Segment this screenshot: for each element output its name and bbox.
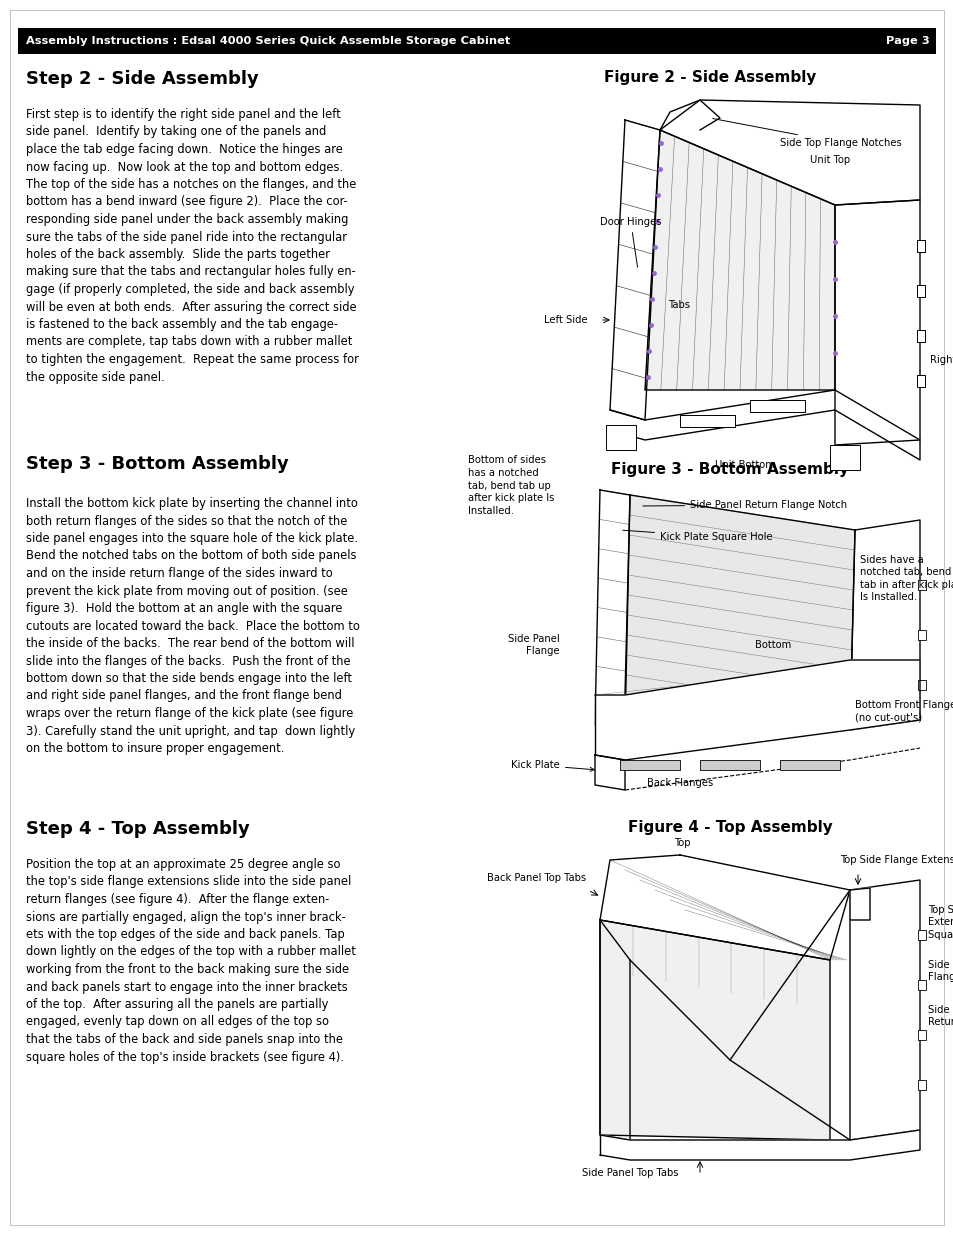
Bar	[917, 680, 925, 690]
Polygon shape	[599, 1130, 919, 1160]
Polygon shape	[599, 855, 849, 960]
Text: Side Panel Return Flange Notch: Side Panel Return Flange Notch	[642, 500, 846, 510]
Bar	[679, 415, 734, 427]
Polygon shape	[849, 881, 919, 1140]
Text: Bottom: Bottom	[754, 640, 790, 650]
Text: Bottom of sides
has a notched
tab, bend tab up
after kick plate Is
Installed.: Bottom of sides has a notched tab, bend …	[468, 454, 554, 516]
Text: Figure 3 - Bottom Assembly: Figure 3 - Bottom Assembly	[610, 462, 848, 477]
Bar	[780, 760, 840, 769]
Bar	[829, 445, 859, 471]
Bar	[917, 1079, 925, 1091]
Polygon shape	[595, 755, 624, 790]
Polygon shape	[834, 200, 919, 445]
Text: Top: Top	[673, 839, 690, 848]
Bar	[917, 981, 925, 990]
Text: Figure 2 - Side Assembly: Figure 2 - Side Assembly	[603, 70, 816, 85]
Bar	[619, 760, 679, 769]
Text: Assembly Instructions : Edsal 4000 Series Quick Assemble Storage Cabinet: Assembly Instructions : Edsal 4000 Serie…	[26, 36, 510, 46]
Text: Sides have a
notched tab, bend
tab in after kick plate
Is Installed.: Sides have a notched tab, bend tab in af…	[859, 555, 953, 603]
Polygon shape	[599, 920, 629, 1140]
Polygon shape	[849, 888, 869, 920]
Text: Side Panel Top Tabs: Side Panel Top Tabs	[581, 1168, 678, 1178]
Text: Right Side: Right Side	[929, 354, 953, 366]
Text: Top Side Flange Extension: Top Side Flange Extension	[840, 855, 953, 864]
Bar	[917, 930, 925, 940]
Text: Install the bottom kick plate by inserting the channel into
both return flanges : Install the bottom kick plate by inserti…	[26, 496, 359, 755]
Bar	[917, 580, 925, 590]
Text: Kick Plate: Kick Plate	[511, 760, 594, 772]
Bar	[916, 330, 924, 342]
Bar	[700, 760, 760, 769]
Text: Unit Bottom: Unit Bottom	[715, 459, 774, 471]
Text: Back Panel Top Tabs: Back Panel Top Tabs	[486, 873, 585, 883]
Text: Top Side Flange
Extension
Square Hole: Top Side Flange Extension Square Hole	[927, 905, 953, 940]
Text: Side Return
Flange Notch: Side Return Flange Notch	[927, 960, 953, 982]
Polygon shape	[849, 520, 919, 730]
Text: Step 3 - Bottom Assembly: Step 3 - Bottom Assembly	[26, 454, 289, 473]
Text: First step is to identify the right side panel and the left
side panel.  Identif: First step is to identify the right side…	[26, 107, 358, 384]
Bar	[916, 240, 924, 252]
Text: Side Panel
Return Flange: Side Panel Return Flange	[927, 1005, 953, 1028]
Bar	[917, 630, 925, 640]
Text: Bottom Front Flange
(no cut-out's): Bottom Front Flange (no cut-out's)	[854, 700, 953, 722]
Polygon shape	[624, 495, 854, 730]
Polygon shape	[595, 490, 629, 730]
Polygon shape	[609, 120, 659, 420]
Bar	[917, 1030, 925, 1040]
Text: Page 3: Page 3	[885, 36, 929, 46]
Text: Side Top Flange Notches: Side Top Flange Notches	[712, 119, 901, 148]
Text: Tabs: Tabs	[667, 300, 689, 310]
Bar	[605, 425, 636, 450]
Polygon shape	[644, 130, 834, 390]
Polygon shape	[599, 920, 829, 1140]
Text: Step 4 - Top Assembly: Step 4 - Top Assembly	[26, 820, 250, 839]
Text: Left Side: Left Side	[544, 315, 587, 325]
Text: Unit Top: Unit Top	[809, 156, 849, 165]
Text: Side Panel
Flange: Side Panel Flange	[508, 634, 559, 656]
Bar	[749, 400, 804, 412]
Polygon shape	[659, 100, 919, 205]
Text: Door Hinges: Door Hinges	[599, 217, 660, 267]
Text: Kick Plate Square Hole: Kick Plate Square Hole	[622, 530, 772, 542]
Bar	[18, 28, 935, 54]
Text: Figure 4 - Top Assembly: Figure 4 - Top Assembly	[627, 820, 832, 835]
Polygon shape	[595, 659, 919, 760]
Bar	[916, 375, 924, 387]
Text: Position the top at an approximate 25 degree angle so
the top's side flange exte: Position the top at an approximate 25 de…	[26, 858, 355, 1063]
Text: Step 2 - Side Assembly: Step 2 - Side Assembly	[26, 70, 258, 88]
Text: Back Flanges: Back Flanges	[646, 778, 713, 788]
Bar	[916, 285, 924, 296]
